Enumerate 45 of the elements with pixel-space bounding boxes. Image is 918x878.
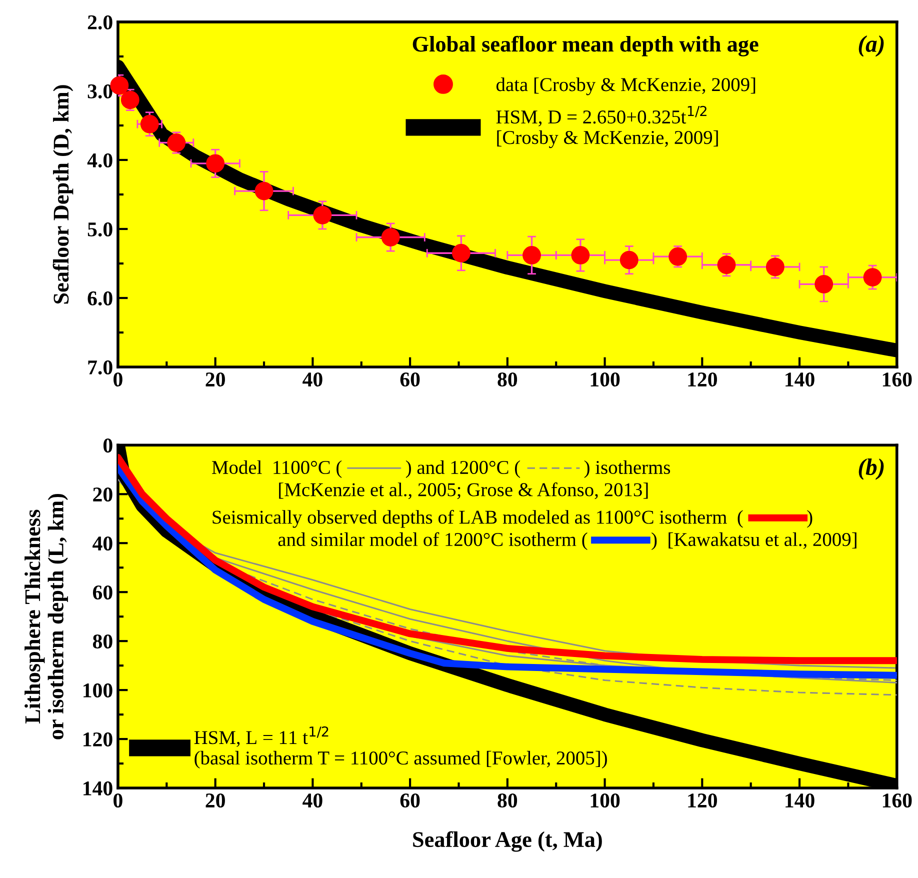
x-axis-title: Seafloor Age (t, Ma) xyxy=(413,831,602,852)
x-tick-label: 160 xyxy=(882,372,912,387)
x-tick-label: 40 xyxy=(302,793,322,808)
x-tick-label: 120 xyxy=(688,793,717,808)
x-tick-label: 160 xyxy=(882,793,912,808)
y-tick-label: 40 xyxy=(92,536,112,551)
annotation: Seismically observed depths of LAB modeled as 1100°C isotherm ( ) xyxy=(212,510,812,528)
y-tick-label: 120 xyxy=(84,732,112,746)
x-tick-label: 100 xyxy=(590,793,620,808)
x-tick-label: 20 xyxy=(206,372,225,387)
y-tick-label: 2.0 xyxy=(88,15,112,30)
annotation: [McKenzie et al., 2005; Grose & Afonso, 2013] xyxy=(279,482,648,500)
x-tick-label: 20 xyxy=(206,793,225,808)
legend-label: HSM, D = 2.650+0.325t$^{1/2}$ [Crosby & McKenzie, 2009] xyxy=(496,106,718,148)
y-tick-label: 5.0 xyxy=(88,222,112,237)
y-tick-label: 60 xyxy=(92,585,112,600)
legend-label: HSM, L = 11 t$^{1/2}$ (basal isotherm T = 1100°C assumed [Fowler, 2005]) xyxy=(194,726,607,769)
y-tick-label: 4.0 xyxy=(87,153,112,168)
annotation: and similar model of 1200°C isotherm ( ) [Kawakatsu et al., 2009] xyxy=(278,532,856,550)
y-tick-label: 140 xyxy=(84,781,112,796)
y-tick-label: 20 xyxy=(93,488,112,502)
x-tick-label: 80 xyxy=(498,372,518,387)
x-tick-label: 100 xyxy=(590,372,620,387)
annotation: (b) xyxy=(858,458,884,480)
x-tick-label: 60 xyxy=(400,372,420,387)
x-tick-label: 80 xyxy=(498,793,518,808)
text: Global seafloor mean depth with age xyxy=(412,36,758,56)
x-tick-label: 120 xyxy=(688,372,717,387)
x-tick-label: 60 xyxy=(400,793,420,808)
y-tick-label: 3.0 xyxy=(88,84,112,98)
y-tick-label: 6.0 xyxy=(88,291,112,306)
legend-label: data [Crosby & McKenzie, 2009] xyxy=(496,78,756,96)
y-tick-label: 80 xyxy=(92,634,112,648)
y-tick-label: 7.0 xyxy=(88,360,112,375)
annotation: Model 1100°C ( ) and 1200°C ( ) isotherms xyxy=(212,460,670,478)
x-tick-label: 140 xyxy=(786,372,814,387)
y-tick-label: 0 xyxy=(103,438,112,453)
y-axis-title: Lithosphere Thickness or isotherm depth (L, km) xyxy=(24,494,68,740)
x-tick-label: 140 xyxy=(786,793,814,808)
x-tick-label: 0 xyxy=(114,793,122,808)
x-tick-label: 0 xyxy=(114,372,122,387)
annotation: (a) xyxy=(858,35,884,57)
x-tick-label: 40 xyxy=(302,372,322,387)
y-tick-label: 100 xyxy=(84,683,112,698)
y-axis-title: Seafloor Depth (D, km) xyxy=(52,85,74,304)
